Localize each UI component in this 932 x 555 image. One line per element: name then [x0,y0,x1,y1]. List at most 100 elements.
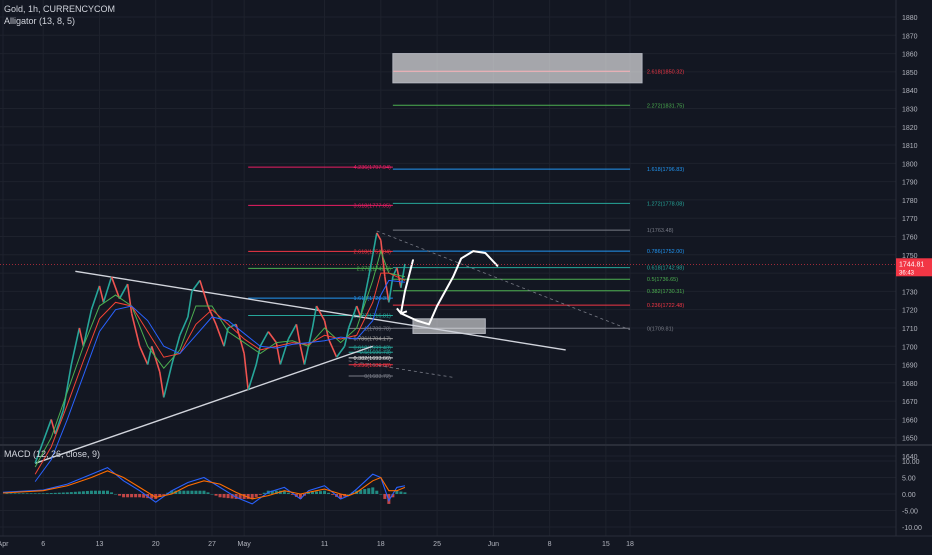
price-candle-segment [247,364,257,391]
fib-left-label: 1.618(1726.31) [354,296,391,302]
macd-histogram-bar [214,494,218,496]
macd-histogram-bar [290,494,294,495]
indicator-legend[interactable]: Alligator (13, 8, 5) [4,16,76,26]
macd-histogram-bar [57,492,61,494]
fib-right-label: 0.382(1730.31) [647,289,684,295]
price-candle-segment [279,338,290,365]
price-candle-segment [191,279,201,292]
macd-histogram-bar [130,494,134,498]
macd-tick-label: 0.00 [902,492,916,499]
alligator-jaw-line [34,279,405,482]
macd-histogram-bar [37,493,41,494]
macd-histogram-bar [106,490,109,494]
price-tick-label: 1690 [902,363,918,370]
time-tick-label: 18 [377,541,385,548]
symbol-title[interactable]: Gold, 1h, CURRENCYCOM [4,4,116,14]
macd-histogram-bar [186,490,190,494]
macd-histogram-bar [122,494,126,498]
macd-histogram-bar [158,494,162,497]
price-tick-label: 1780 [902,198,918,205]
price-candle-segment [207,305,217,325]
projection-path [399,250,499,326]
price-candle-segment [295,324,302,347]
macd-histogram-bar [310,491,314,494]
time-tick-label: May [238,541,252,548]
macd-histogram-bar [319,491,323,494]
price-candle-segment [90,285,101,310]
price-candle-segment [42,419,52,442]
fib-left-label: 2.618(1751.84) [354,249,391,255]
macd-histogram-bar [190,490,194,494]
price-tick-label: 1830 [902,106,918,113]
price-tick-label: 1760 [902,235,918,242]
time-tick-label: 18 [626,541,634,548]
price-tick-label: 1700 [902,344,918,351]
projection-arrowhead [396,307,408,315]
macd-histogram-bar [21,493,25,494]
fib-left-label: 1(1709.78) [364,326,391,332]
price-candle-segment [327,338,338,358]
last-price-badge [896,258,932,277]
fib-left-label: 0.5(1696.73) [360,350,391,356]
price-candle-segment [126,283,133,314]
macd-histogram-bar [69,492,73,494]
macd-tick-label: 5.00 [902,476,916,483]
macd-histogram-bar [142,494,146,498]
macd-line [2,466,406,505]
macd-histogram-bar [178,490,182,494]
macd-histogram-bar [126,494,130,498]
macd-histogram-bar [93,490,97,494]
time-tick-label: Apr [0,541,9,548]
price-tick-label: 1860 [902,52,918,59]
macd-histogram-bar [150,494,154,499]
macd-histogram-bar [198,490,202,494]
price-candle-segment [34,441,44,464]
macd-histogram-bar [246,494,250,499]
time-tick-label: 13 [96,541,104,548]
fib-left-label: 0.236(1689.86) [354,363,391,369]
price-candle-segment [359,276,370,318]
macd-histogram-bar [65,492,69,494]
fib-right-label: 2.272(1831.75) [647,103,684,109]
demand-zone-box [412,318,486,334]
macd-histogram-bar [367,488,371,494]
price-candle-segment [187,291,193,318]
macd-histogram-bar [9,493,13,494]
macd-histogram-bar [101,490,105,494]
macd-histogram-bar [182,490,186,494]
macd-histogram-bar [97,490,101,494]
price-tick-label: 1880 [902,15,918,22]
price-tick-label: 1810 [902,143,918,150]
price-candle-segment [376,232,382,241]
price-candle-segment [243,353,249,391]
fib-right-label: 0(1709.81) [647,326,674,332]
alligator-lips-line [34,249,406,468]
macd-histogram-bar [162,494,166,495]
macd-histogram-bar [138,494,142,498]
macd-legend[interactable]: MACD (12, 26, close, 9) [4,449,101,459]
macd-histogram-bar [234,494,238,499]
price-candle-segment [380,240,386,277]
upper-trendline [75,270,566,351]
macd-histogram-bar [218,494,222,498]
macd-histogram-bar [323,490,327,494]
macd-histogram-bar [154,494,158,499]
price-candle-segment [179,316,189,336]
macd-histogram-bar [383,494,387,499]
price-tick-label: 1660 [902,417,918,424]
last-price-value: 1744.81 [899,261,924,268]
macd-histogram-bar [85,490,89,494]
macd-tick-label: 10.00 [902,459,920,466]
fib-left-label: 3.618(1777.05) [354,203,391,209]
price-candle-segment [384,276,390,303]
price-candle-segment [50,419,57,435]
target-zone-box [392,53,643,84]
price-tick-label: 1820 [902,125,918,132]
price-tick-label: 1710 [902,326,918,333]
price-candle-segment [54,410,65,435]
time-tick-label: 15 [602,541,610,548]
price-tick-label: 1840 [902,88,918,95]
price-tick-label: 1670 [902,399,918,406]
